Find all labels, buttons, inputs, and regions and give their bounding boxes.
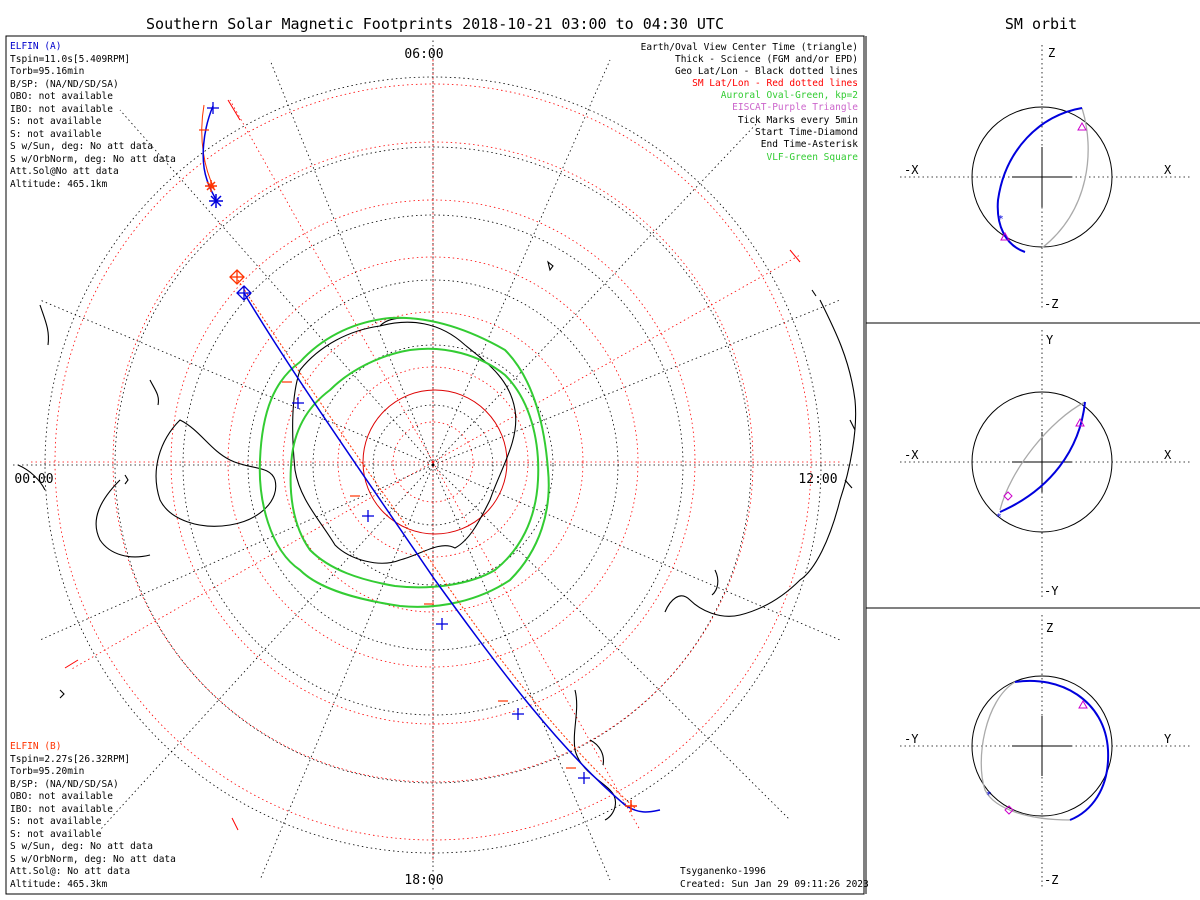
axis-bottom-label: -Z [1044, 873, 1058, 887]
coastlines [17, 260, 857, 821]
elfin-a-line: S w/Sun, deg: No att data [10, 141, 153, 152]
hour-label-bottom: 18:00 [404, 873, 443, 888]
hour-label-left: 00:00 [14, 472, 53, 487]
polar-map: 06:00 00:00 12:00 18:00 [10, 40, 860, 890]
axis-left-label: -X [904, 163, 919, 177]
sm-pole-circle [362, 389, 508, 535]
orbit-panel-xy: * Y -Y -X X [900, 330, 1190, 598]
elfin-a-line: Torb=95.16min [10, 66, 84, 77]
axis-right-label: X [1164, 448, 1172, 462]
elfin-b-line: OBO: not available [10, 791, 113, 802]
axis-top-label: Z [1046, 621, 1053, 635]
model-credit: Tsyganenko-1996 [680, 866, 766, 877]
elfin-a-line: S w/OrbNorm, deg: No att data [10, 154, 176, 165]
legend-item: Thick - Science (FGM and/or EPD) [675, 54, 858, 65]
orbit-panel-title: SM orbit [1005, 15, 1077, 33]
elfin-b-line: S: not available [10, 816, 102, 827]
orbit-end-asterisk: * [998, 214, 1004, 225]
geo-grid [10, 40, 860, 890]
legend-item: SM Lat/Lon - Red dotted lines [692, 78, 858, 89]
elfin-b-line: Torb=95.20min [10, 766, 84, 777]
legend-item: Earth/Oval View Center Time (triangle) [641, 42, 858, 53]
elfin-b-line: S w/OrbNorm, deg: No att data [10, 854, 176, 865]
elfin-b-line: Tspin=2.27s[26.32RPM] [10, 754, 130, 765]
elfin-b-line: Att.Sol@: No att data [10, 866, 130, 877]
axis-top-label: Y [1046, 333, 1054, 347]
legend: Earth/Oval View Center Time (triangle) T… [641, 42, 859, 163]
orbit-panels: * Z -Z -X X * Y -Y -X X [865, 36, 1200, 894]
orbit-panel-xz: * Z -Z -X X [900, 45, 1190, 311]
elfin-b-line: Altitude: 465.3km [10, 879, 108, 890]
elfin-a-info: ELFIN (A) Tspin=11.0s[5.409RPM] Torb=95.… [10, 41, 176, 190]
elfin-b-info: ELFIN (B) Tspin=2.27s[26.32RPM] Torb=95.… [10, 741, 176, 890]
axis-left-label: -X [904, 448, 919, 462]
elfin-a-line: Altitude: 465.1km [10, 179, 108, 190]
elfin-a-line: Att.Sol@No att data [10, 166, 119, 177]
auroral-ovals [258, 316, 550, 608]
legend-item: EISCAT-Purple Triangle [732, 102, 858, 113]
elfin-a-name: ELFIN (A) [10, 41, 61, 52]
orbit-panel-yz: * Z -Z -Y Y [900, 615, 1190, 888]
legend-item: Geo Lat/Lon - Black dotted lines [675, 66, 858, 77]
plot-title: Southern Solar Magnetic Footprints 2018-… [146, 15, 724, 33]
axis-right-label: X [1164, 163, 1172, 177]
elfin-b-line: S w/Sun, deg: No att data [10, 841, 153, 852]
ticks-elfin-a [207, 102, 590, 784]
orbit-end-asterisk: * [986, 790, 992, 801]
end-asterisks [205, 180, 637, 812]
sm-grid [30, 60, 840, 860]
sm-edge-ticks [64, 99, 801, 831]
hour-label-top: 06:00 [404, 47, 443, 62]
elfin-b-name: ELFIN (B) [10, 741, 61, 752]
elfin-b-line: S: not available [10, 829, 102, 840]
legend-item: VLF-Green Square [766, 152, 858, 163]
elfin-a-line: B/SP: (NA/ND/SD/SA) [10, 79, 119, 90]
elfin-a-line: Tspin=11.0s[5.409RPM] [10, 54, 130, 65]
elfin-a-line: IBO: not available [10, 104, 113, 115]
legend-item: Start Time-Diamond [755, 127, 858, 138]
elfin-b-line: IBO: not available [10, 804, 113, 815]
ticks-elfin-b [199, 129, 576, 769]
elfin-a-line: S: not available [10, 116, 102, 127]
start-diamonds [229, 269, 252, 301]
axis-bottom-label: -Z [1044, 297, 1058, 311]
elfin-a-line: S: not available [10, 129, 102, 140]
legend-item: End Time-Asterisk [761, 139, 859, 150]
map-frame [5, 35, 865, 895]
track-elfin-b [201, 104, 636, 809]
legend-item: Tick Marks every 5min [738, 115, 858, 126]
elfin-b-line: B/SP: (NA/ND/SD/SA) [10, 779, 119, 790]
axis-top-label: Z [1048, 46, 1055, 60]
hour-label-right: 12:00 [798, 472, 837, 487]
axis-left-label: -Y [904, 732, 919, 746]
elfin-a-line: OBO: not available [10, 91, 113, 102]
axis-right-label: Y [1164, 732, 1172, 746]
legend-item: Auroral Oval-Green, kp=2 [721, 90, 858, 101]
axis-bottom-label: -Y [1044, 584, 1059, 598]
track-elfin-a [202, 105, 661, 813]
orbit-end-asterisk: * [996, 512, 1002, 523]
created-timestamp: Created: Sun Jan 29 09:11:26 2023 [680, 879, 869, 890]
